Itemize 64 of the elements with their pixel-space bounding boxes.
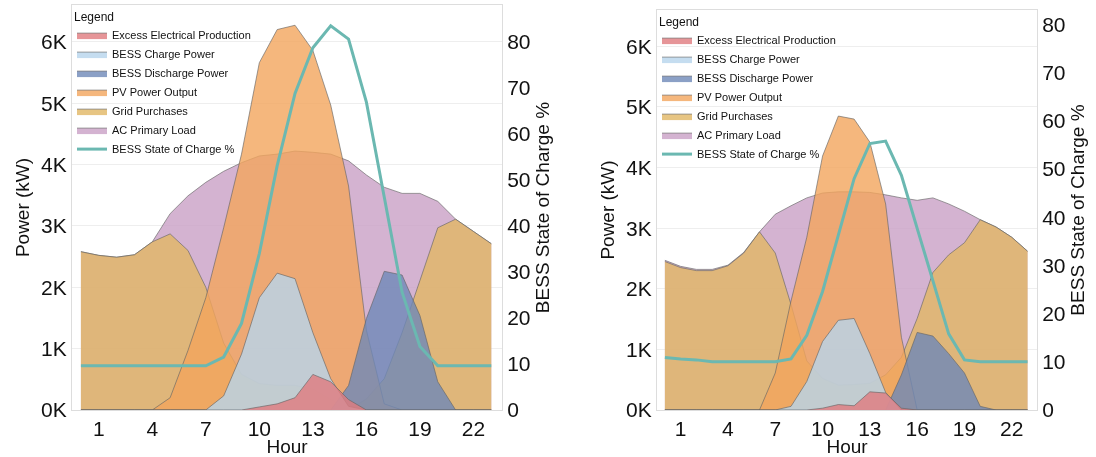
x-tick-label: 7 <box>769 417 782 441</box>
y2-tick-label: 20 <box>1042 301 1066 325</box>
legend-label: PV Power Output <box>112 86 197 99</box>
x-tick-label: 22 <box>1000 417 1024 441</box>
y-tick-label: 1K <box>41 336 67 360</box>
y2-tick-label: 0 <box>1042 398 1054 422</box>
y2-tick-label: 70 <box>507 76 531 100</box>
x-tick-label: 22 <box>461 417 486 441</box>
y2-tick-label: 10 <box>1042 350 1066 374</box>
y-axis-title: Power (kW) <box>596 160 618 260</box>
legend-label: Excess Electrical Production <box>112 29 251 42</box>
x-tick-label: 19 <box>408 417 432 441</box>
x-tick-label: 7 <box>199 417 212 441</box>
y2-tick-label: 40 <box>507 214 531 238</box>
y2-tick-label: 30 <box>1042 253 1066 277</box>
legend-label: BESS State of Charge % <box>112 143 235 156</box>
legend-label: BESS Charge Power <box>112 48 216 61</box>
y-tick-label: 5K <box>41 91 67 115</box>
x-tick-label: 16 <box>905 417 929 441</box>
y-tick-label: 6K <box>626 34 652 58</box>
legend-title: Legend <box>74 9 115 24</box>
y2-tick-label: 80 <box>1042 12 1066 36</box>
legend-title: Legend <box>659 14 700 29</box>
y2-tick-label: 60 <box>507 122 531 146</box>
y-tick-label: 1K <box>626 337 652 361</box>
x-tick-label: 4 <box>722 417 735 441</box>
y-tick-label: 3K <box>626 216 652 240</box>
legend-label: Excess Electrical Production <box>697 34 836 47</box>
x-tick-label: 16 <box>354 417 379 441</box>
y-tick-label: 6K <box>41 30 67 54</box>
y-tick-label: 2K <box>41 275 67 299</box>
legend-label: Grid Purchases <box>112 105 189 118</box>
x-tick-label: 1 <box>674 417 687 441</box>
legend-label: BESS Discharge Power <box>697 72 814 85</box>
y2-tick-label: 70 <box>1042 61 1066 84</box>
x-tick-label: 1 <box>92 417 105 441</box>
y-tick-label: 3K <box>41 214 67 238</box>
legend-label: BESS Charge Power <box>697 53 801 66</box>
legend-label: BESS State of Charge % <box>697 148 820 161</box>
y2-axis-title: BESS State of Charge % <box>532 101 554 314</box>
legend-label: Grid Purchases <box>697 110 774 123</box>
y2-tick-label: 50 <box>1042 157 1066 181</box>
y2-tick-label: 0 <box>507 398 519 422</box>
y2-tick-label: 60 <box>1042 109 1066 133</box>
y-tick-label: 5K <box>626 95 652 119</box>
y2-tick-label: 50 <box>507 168 531 192</box>
y2-tick-label: 40 <box>1042 205 1066 229</box>
y-tick-label: 0K <box>626 398 652 422</box>
legend-label: PV Power Output <box>697 91 782 104</box>
y2-tick-label: 20 <box>507 306 531 330</box>
y-tick-label: 0K <box>41 398 67 422</box>
x-tick-label: 19 <box>952 417 977 441</box>
legend-label: BESS Discharge Power <box>112 67 229 80</box>
y-tick-label: 4K <box>41 152 67 176</box>
y2-axis-title: BESS State of Charge % <box>1067 104 1089 316</box>
y2-tick-label: 30 <box>507 260 531 284</box>
legend-label: AC Primary Load <box>112 124 196 137</box>
y2-tick-label: 80 <box>507 30 531 54</box>
y2-tick-label: 10 <box>507 352 531 376</box>
x-tick-label: 4 <box>146 417 159 441</box>
legend-label: AC Primary Load <box>697 129 781 142</box>
y-tick-label: 4K <box>626 155 652 179</box>
y-tick-label: 2K <box>626 277 652 301</box>
y-axis-title: Power (kW) <box>11 157 33 258</box>
